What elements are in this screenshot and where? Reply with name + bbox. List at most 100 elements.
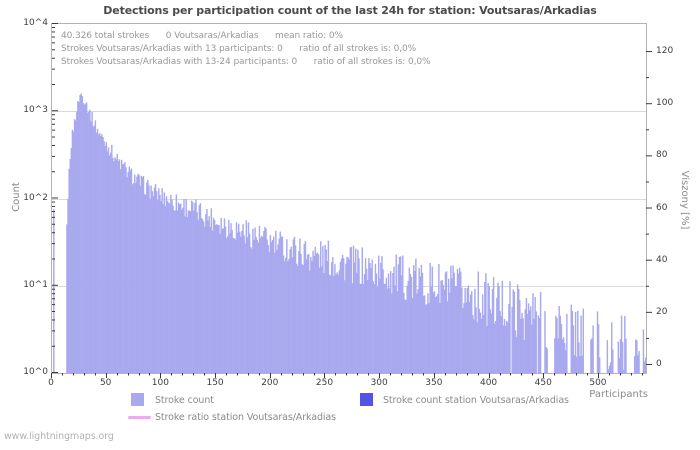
stroke-count-bar: [315, 253, 318, 373]
stroke-count-bar: [275, 230, 277, 373]
stroke-count-bar: [390, 271, 392, 373]
stroke-count-bar: [285, 257, 287, 373]
stroke-count-bar: [460, 271, 462, 373]
stroke-count-bar: [146, 182, 148, 373]
stroke-count-bar: [344, 280, 346, 373]
stroke-count-bar: [353, 262, 356, 373]
stroke-count-bar: [125, 167, 127, 373]
stroke-count-bar: [67, 198, 69, 373]
stroke-count-bar: [231, 230, 233, 373]
stroke-count-bar: [452, 265, 454, 373]
stroke-count-bar: [504, 326, 507, 373]
stroke-count-bar: [169, 203, 171, 373]
stroke-count-bar: [109, 152, 112, 373]
stroke-count-bar: [577, 310, 579, 373]
stroke-count-bar: [532, 293, 534, 373]
stroke-count-bar: [144, 194, 147, 373]
stroke-count-bar: [164, 206, 167, 373]
stroke-count-bar: [257, 242, 260, 373]
stroke-count-bar: [320, 241, 322, 373]
stroke-count-bar: [342, 258, 345, 373]
stroke-count-bar: [355, 248, 357, 373]
stroke-count-bar: [208, 216, 210, 373]
stroke-count-bar: [216, 224, 218, 373]
stroke-count-bar: [382, 269, 384, 373]
legend-swatch-station-count-icon: [360, 393, 373, 406]
x-tick-label: 400: [479, 378, 498, 388]
stroke-count-bar: [463, 303, 465, 373]
stroke-count-bar: [430, 286, 432, 373]
stroke-count-bar: [556, 318, 558, 373]
stroke-count-bar: [606, 340, 609, 373]
stroke-count-bar: [53, 209, 55, 373]
stroke-count-bar: [318, 267, 321, 373]
stroke-count-bar: [356, 272, 358, 373]
stroke-count-bar: [160, 201, 162, 373]
stroke-count-bar: [361, 247, 364, 373]
stroke-count-bar: [91, 112, 93, 373]
stroke-count-bar: [434, 297, 437, 373]
stroke-count-bar: [441, 280, 443, 373]
stroke-count-bar: [572, 325, 575, 373]
stroke-count-bar: [387, 273, 390, 373]
stroke-count-bar: [608, 365, 611, 373]
stroke-count-bar: [635, 339, 637, 373]
stroke-count-bar: [68, 168, 70, 373]
stroke-count-bar: [421, 272, 424, 373]
stroke-count-bar: [480, 318, 483, 373]
stroke-count-bar: [224, 226, 227, 373]
stroke-count-bar: [486, 325, 488, 373]
stroke-count-bar: [499, 311, 501, 373]
stroke-count-bar: [99, 133, 101, 373]
stroke-count-bar: [546, 348, 548, 373]
stroke-count-bar: [90, 121, 92, 373]
stroke-count-bar: [444, 272, 447, 373]
stroke-count-bar: [487, 282, 489, 373]
stroke-count-bar: [199, 203, 202, 373]
stroke-count-bar: [516, 284, 519, 373]
stroke-count-bar: [561, 339, 564, 373]
stroke-count-bar: [235, 222, 238, 373]
stroke-count-bar: [469, 294, 472, 373]
stroke-count-bar: [454, 285, 456, 373]
stroke-count-bar: [291, 257, 294, 373]
stroke-count-bar: [197, 219, 199, 373]
plot-area: 40.326 total strokes 0 Voutsaras/Arkadia…: [51, 23, 647, 374]
stroke-count-bar: [621, 342, 624, 373]
stroke-count-bar: [134, 174, 136, 373]
stroke-count-bar: [332, 257, 334, 373]
stroke-count-bar: [243, 235, 245, 373]
stroke-count-bar: [442, 284, 444, 373]
stroke-count-bar: [123, 164, 125, 373]
stroke-count-bar: [95, 132, 98, 373]
stroke-count-bar: [302, 265, 304, 373]
stroke-count-bar: [274, 252, 276, 373]
stroke-count-bar: [467, 285, 470, 373]
stroke-count-bar: [395, 254, 397, 373]
stroke-count-bar: [283, 261, 286, 373]
stroke-count-bar: [290, 246, 292, 373]
stroke-count-bar: [276, 250, 278, 373]
stroke-count-bar: [403, 292, 405, 373]
y2-tick-label: 120: [656, 46, 674, 57]
stroke-count-bar: [496, 297, 498, 373]
stroke-count-bar: [255, 236, 257, 373]
stroke-count-bar: [410, 276, 413, 373]
stroke-count-bar: [617, 341, 619, 373]
x-tick-label: 200: [261, 378, 279, 388]
stroke-count-bar: [182, 207, 184, 373]
stroke-count-bar: [638, 351, 640, 373]
stroke-count-bar: [294, 245, 297, 373]
stroke-count-bar: [151, 191, 153, 373]
stroke-count-bar: [82, 102, 85, 373]
stroke-count-bar: [644, 357, 646, 373]
stroke-count-bar: [105, 142, 108, 373]
stroke-count-bar: [346, 256, 348, 373]
stroke-count-bar: [187, 210, 190, 373]
stroke-count-bar: [300, 254, 302, 373]
stroke-count-bar: [538, 318, 541, 373]
stroke-count-bar: [419, 276, 421, 373]
stroke-count-bar: [186, 217, 188, 373]
stroke-count-bar: [175, 194, 178, 373]
